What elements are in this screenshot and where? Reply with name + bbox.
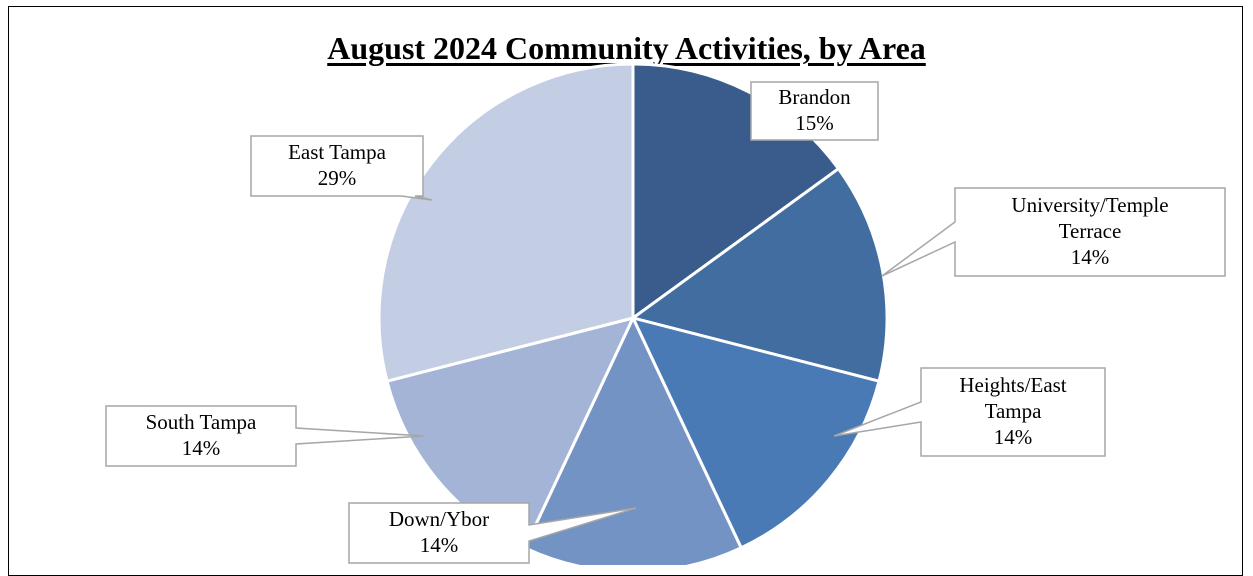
data-label-text: South Tampa	[146, 410, 257, 434]
data-label-callout	[250, 135, 433, 201]
data-label-text: Down/Ybor	[389, 507, 489, 531]
data-label-text: Terrace	[1059, 219, 1122, 243]
pie-slice-east-tampa	[377, 62, 635, 383]
data-label-text: Heights/East	[959, 373, 1066, 397]
data-label-text: 14%	[1071, 245, 1110, 269]
data-label-callout	[105, 405, 425, 467]
data-label-callout	[833, 367, 1106, 457]
data-label-text: Tampa	[985, 399, 1043, 423]
pie-slice-heights-east-tampa	[630, 315, 881, 550]
data-label-text: 14%	[994, 425, 1033, 449]
data-label-text: 14%	[182, 436, 221, 460]
data-label-text: Brandon	[778, 85, 851, 109]
data-label-text: 15%	[795, 111, 834, 135]
chart-title: August 2024 Community Activities, by Are…	[327, 30, 926, 66]
data-label-text: East Tampa	[288, 140, 387, 164]
data-label-callout	[750, 81, 879, 141]
data-label-text: 29%	[318, 166, 357, 190]
data-label-text: 14%	[420, 533, 459, 557]
data-label-callout	[348, 502, 637, 564]
pie-slice-down-ybor	[522, 314, 744, 565]
data-label-text: University/Temple	[1011, 193, 1168, 217]
data-label-callout	[881, 187, 1226, 277]
pie-slice-university-temple-terrace	[629, 166, 889, 383]
